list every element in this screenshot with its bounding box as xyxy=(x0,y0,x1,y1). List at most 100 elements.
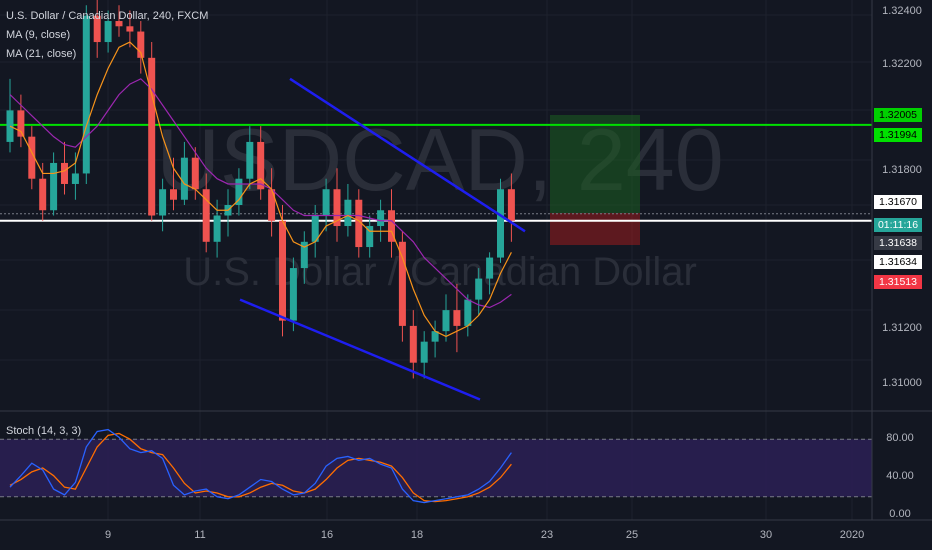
candle xyxy=(464,294,472,337)
time-tick: 18 xyxy=(411,529,423,541)
price-tag: 1.31994 xyxy=(874,128,922,142)
price-tick: 1.31000 xyxy=(882,377,922,389)
candle xyxy=(115,5,123,37)
symbol-title[interactable]: U.S. Dollar / Canadian Dollar, 240, FXCM xyxy=(6,10,209,22)
candle-body xyxy=(191,157,199,190)
ma9-legend[interactable]: MA (9, close) xyxy=(6,29,71,41)
candle xyxy=(137,21,145,74)
candle-body xyxy=(507,189,515,221)
candle xyxy=(257,126,265,200)
candle xyxy=(322,178,330,232)
horizontal-levels[interactable] xyxy=(0,123,872,222)
candle xyxy=(398,231,406,342)
time-tick: 9 xyxy=(105,529,111,541)
candle xyxy=(268,168,276,237)
candle-body xyxy=(322,189,330,216)
candle-body xyxy=(159,189,167,216)
candle-body xyxy=(497,189,504,258)
candle-body xyxy=(311,215,319,242)
candle-body xyxy=(475,278,483,300)
stoch-legend[interactable]: Stoch (14, 3, 3) xyxy=(6,425,82,437)
ma9-line xyxy=(9,41,512,338)
candle-body xyxy=(104,21,112,43)
price-tag: 1.31670 xyxy=(874,195,922,209)
candle xyxy=(148,42,156,221)
stoch-tick: 40.00 xyxy=(886,470,914,482)
candle xyxy=(235,168,243,216)
candle xyxy=(497,178,504,263)
candle-body xyxy=(180,157,188,200)
time-tick: 2020 xyxy=(840,529,864,541)
candle xyxy=(126,10,134,48)
candle-body xyxy=(170,189,177,200)
stoch-k-line xyxy=(9,428,512,504)
ma21-line xyxy=(9,78,512,309)
candle-body xyxy=(257,141,265,190)
candle xyxy=(50,152,58,216)
price-tag: 01:11:16 xyxy=(874,218,922,232)
grid-lines xyxy=(0,0,872,520)
time-tick: 16 xyxy=(321,529,333,541)
trend-channel[interactable] xyxy=(239,77,526,401)
candle-body xyxy=(388,210,395,242)
candle xyxy=(28,126,36,190)
candle-body xyxy=(82,15,90,174)
candle-body xyxy=(148,57,156,216)
candle xyxy=(475,268,483,316)
candle xyxy=(180,141,188,205)
candle-body xyxy=(300,241,308,269)
candle-body xyxy=(126,26,134,32)
candle-body xyxy=(279,220,286,321)
candle-body xyxy=(50,162,58,211)
candle-body xyxy=(333,189,341,227)
candle xyxy=(409,310,417,379)
candle xyxy=(366,215,374,258)
candle-body xyxy=(235,178,243,205)
candle xyxy=(213,199,221,258)
stoch-d-line xyxy=(9,432,512,503)
channel-lower-line xyxy=(239,298,481,401)
candle-body xyxy=(28,136,36,179)
candle-body xyxy=(431,331,439,342)
candle xyxy=(71,152,79,200)
candle xyxy=(246,126,254,190)
candle-body xyxy=(355,199,363,248)
candle xyxy=(486,252,494,295)
candle xyxy=(431,320,439,358)
candle-body xyxy=(486,257,494,279)
position-profit-zone xyxy=(550,115,640,213)
stoch-band xyxy=(0,439,872,497)
candle-body xyxy=(202,189,210,242)
ma21-legend[interactable]: MA (21, close) xyxy=(6,48,77,60)
price-tick: 1.31800 xyxy=(882,164,922,176)
candle xyxy=(289,257,297,332)
candle xyxy=(61,141,68,195)
channel-upper-line xyxy=(289,77,526,233)
candle-body xyxy=(289,268,297,321)
candle-body xyxy=(71,173,79,184)
candle-body xyxy=(420,341,428,363)
price-tick: 1.32400 xyxy=(882,5,922,17)
candle-body xyxy=(268,189,276,221)
candle-body xyxy=(115,21,123,27)
time-tick: 25 xyxy=(626,529,638,541)
candle xyxy=(104,10,112,53)
candle-body xyxy=(246,141,254,179)
candle-body xyxy=(409,325,417,363)
candle-body xyxy=(366,226,374,248)
candle xyxy=(442,294,450,342)
candle xyxy=(355,189,363,258)
candle xyxy=(159,178,167,232)
time-tick: 30 xyxy=(760,529,772,541)
price-tag: 1.31634 xyxy=(874,255,922,269)
stoch-tick: 0.00 xyxy=(889,508,910,520)
candle xyxy=(420,331,428,379)
candle-body xyxy=(464,299,472,326)
candle-body xyxy=(344,199,352,227)
candle xyxy=(453,283,461,353)
candle-body xyxy=(213,215,221,242)
time-tick: 23 xyxy=(541,529,553,541)
candle xyxy=(507,173,515,242)
